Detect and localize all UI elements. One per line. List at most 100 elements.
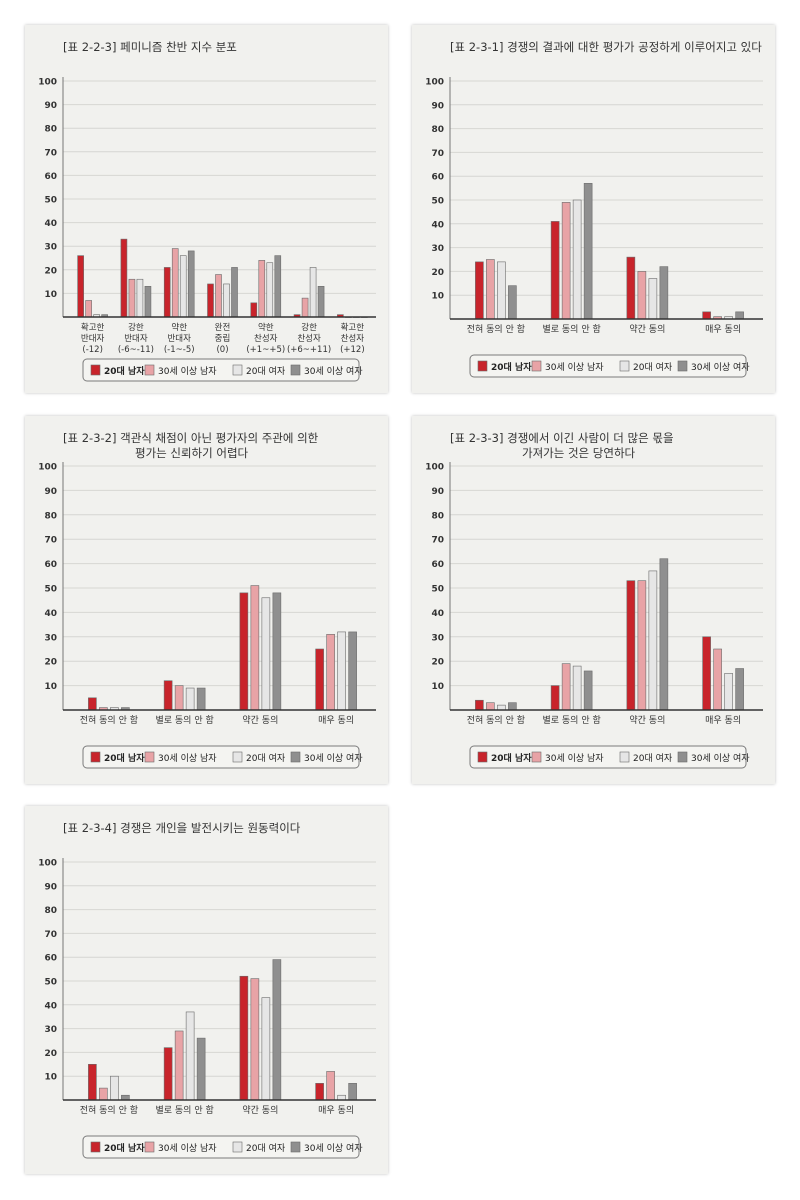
- bar-4-4: [735, 311, 744, 320]
- bar-2-2: [174, 1030, 184, 1101]
- y-tick-label: 70: [44, 536, 57, 546]
- y-tick-label: 50: [44, 978, 57, 988]
- legend-label: 30세 이상 남자: [545, 362, 604, 373]
- legend-swatch: [90, 364, 101, 376]
- chart-panel-t231: [표 2-3-1] 경쟁의 결과에 대한 평가가 공정하게 이루어지고 있다 10…: [412, 25, 775, 393]
- bar-4-1: [508, 702, 517, 711]
- legend-swatch: [531, 360, 542, 372]
- y-tick-label: 20: [44, 658, 57, 668]
- legend-label: 30세 이상 여자: [304, 752, 363, 764]
- category-label: (-12): [82, 345, 103, 355]
- legend-label: 20대 남자: [104, 752, 145, 764]
- category-label: 전혀 동의 안 함: [467, 715, 525, 726]
- bar-3-2: [572, 665, 582, 711]
- legend-label: 20대 남자: [491, 361, 532, 373]
- category-label: 매우 동의: [318, 1105, 354, 1116]
- legend-label: 20대 여자: [246, 1142, 286, 1154]
- y-tick-label: 90: [44, 101, 57, 111]
- bar-3-5: [266, 262, 274, 318]
- legend-label: 30세 이상 여자: [304, 365, 363, 377]
- y-tick-label: 80: [44, 125, 57, 135]
- category-label: 찬성자: [341, 333, 365, 344]
- bar-1-3: [239, 592, 249, 711]
- bar-2-1: [99, 1087, 108, 1101]
- y-tick-label: 20: [431, 658, 444, 668]
- bar-3-3: [648, 570, 658, 711]
- bar-2-3: [637, 580, 647, 711]
- y-tick-label: 90: [44, 487, 57, 497]
- bar-3-4: [337, 631, 346, 711]
- category-label: 전혀 동의 안 함: [80, 715, 138, 726]
- y-tick-label: 80: [44, 906, 57, 916]
- legend-swatch: [144, 751, 155, 763]
- category-label: 중립: [215, 334, 231, 344]
- category-label: 완전: [215, 322, 231, 333]
- bar-4-1: [508, 285, 517, 320]
- category-label: 별로 동의 안 함: [155, 1105, 213, 1116]
- legend-swatch: [90, 1141, 101, 1153]
- chart-t231: [표 2-3-1] 경쟁의 결과에 대한 평가가 공정하게 이루어지고 있다 10…: [425, 40, 763, 378]
- category-label: 매우 동의: [705, 715, 741, 726]
- legend-label: 30세 이상 남자: [158, 1143, 217, 1154]
- y-tick-label: 40: [431, 220, 444, 230]
- bar-3-2: [185, 1011, 195, 1101]
- y-tick-label: 10: [431, 292, 444, 302]
- bar-3-6: [309, 267, 317, 318]
- bar-4-4: [348, 631, 357, 711]
- legend-swatch: [290, 751, 301, 763]
- category-label: 강한: [128, 322, 144, 333]
- y-tick-label: 50: [44, 196, 57, 206]
- chart-panel-t223: [표 2-2-3] 페미니즘 찬반 지수 분포 10 20 30 40 50 60 70 80 9…: [25, 25, 388, 393]
- y-tick-label: 70: [44, 930, 57, 940]
- legend-swatch: [619, 751, 630, 763]
- legend-label: 20대 남자: [104, 365, 145, 377]
- y-tick-label: 10: [44, 682, 57, 692]
- legend-swatch: [477, 751, 488, 763]
- bar-4-3: [187, 250, 195, 318]
- y-tick-label: 60: [44, 954, 57, 964]
- category-label: 약간 동의: [242, 1104, 278, 1116]
- chart-title: 평가는 신뢰하기 어렵다: [135, 446, 249, 460]
- y-tick-label: 30: [44, 243, 57, 253]
- bar-4-5: [274, 255, 282, 318]
- chart-t223: [표 2-2-3] 페미니즘 찬반 지수 분포 10 20 30 40 50 60 70 80 9…: [38, 40, 376, 382]
- category-label: 약간 동의: [629, 714, 665, 726]
- bar-4-3: [659, 558, 669, 711]
- bar-2-1: [85, 300, 92, 318]
- legend-swatch: [232, 751, 243, 763]
- bar-3-1: [110, 1075, 119, 1101]
- legend-swatch: [144, 364, 155, 376]
- y-tick-label: 100: [38, 463, 57, 473]
- chart-title: [표 2-3-1] 경쟁의 결과에 대한 평가가 공정하게 이루어지고 있다: [450, 40, 762, 54]
- y-tick-label: 40: [44, 1001, 57, 1011]
- bar-2-3: [250, 585, 260, 711]
- y-tick-label: 100: [425, 463, 444, 473]
- bar-1-3: [163, 267, 171, 318]
- legend: [82, 1135, 360, 1159]
- bar-2-6: [301, 297, 309, 318]
- legend-swatch: [90, 751, 101, 763]
- bar-4-3: [272, 592, 282, 711]
- category-label: 매우 동의: [705, 324, 741, 335]
- legend-swatch: [477, 360, 488, 372]
- chart-title: [표 2-3-3] 경쟁에서 이긴 사람이 더 많은 몫을: [450, 431, 674, 445]
- bar-2-4: [713, 648, 722, 711]
- bar-1-1: [77, 255, 84, 318]
- bar-1-2: [120, 238, 128, 318]
- bar-2-3: [171, 248, 179, 318]
- bar-3-3: [179, 255, 187, 318]
- legend-label: 20대 여자: [633, 752, 673, 764]
- bar-1-5: [250, 302, 258, 318]
- bar-4-6: [317, 286, 325, 318]
- bar-1-2: [550, 685, 560, 711]
- bar-1-1: [88, 697, 97, 711]
- legend: [469, 354, 747, 378]
- y-tick-label: 100: [425, 78, 444, 88]
- category-label: 찬성자: [254, 333, 278, 344]
- bar-4-3: [659, 266, 669, 320]
- legend: [82, 745, 360, 769]
- legend-swatch: [232, 1141, 243, 1153]
- y-tick-label: 90: [431, 487, 444, 497]
- category-label: 약한: [258, 322, 274, 333]
